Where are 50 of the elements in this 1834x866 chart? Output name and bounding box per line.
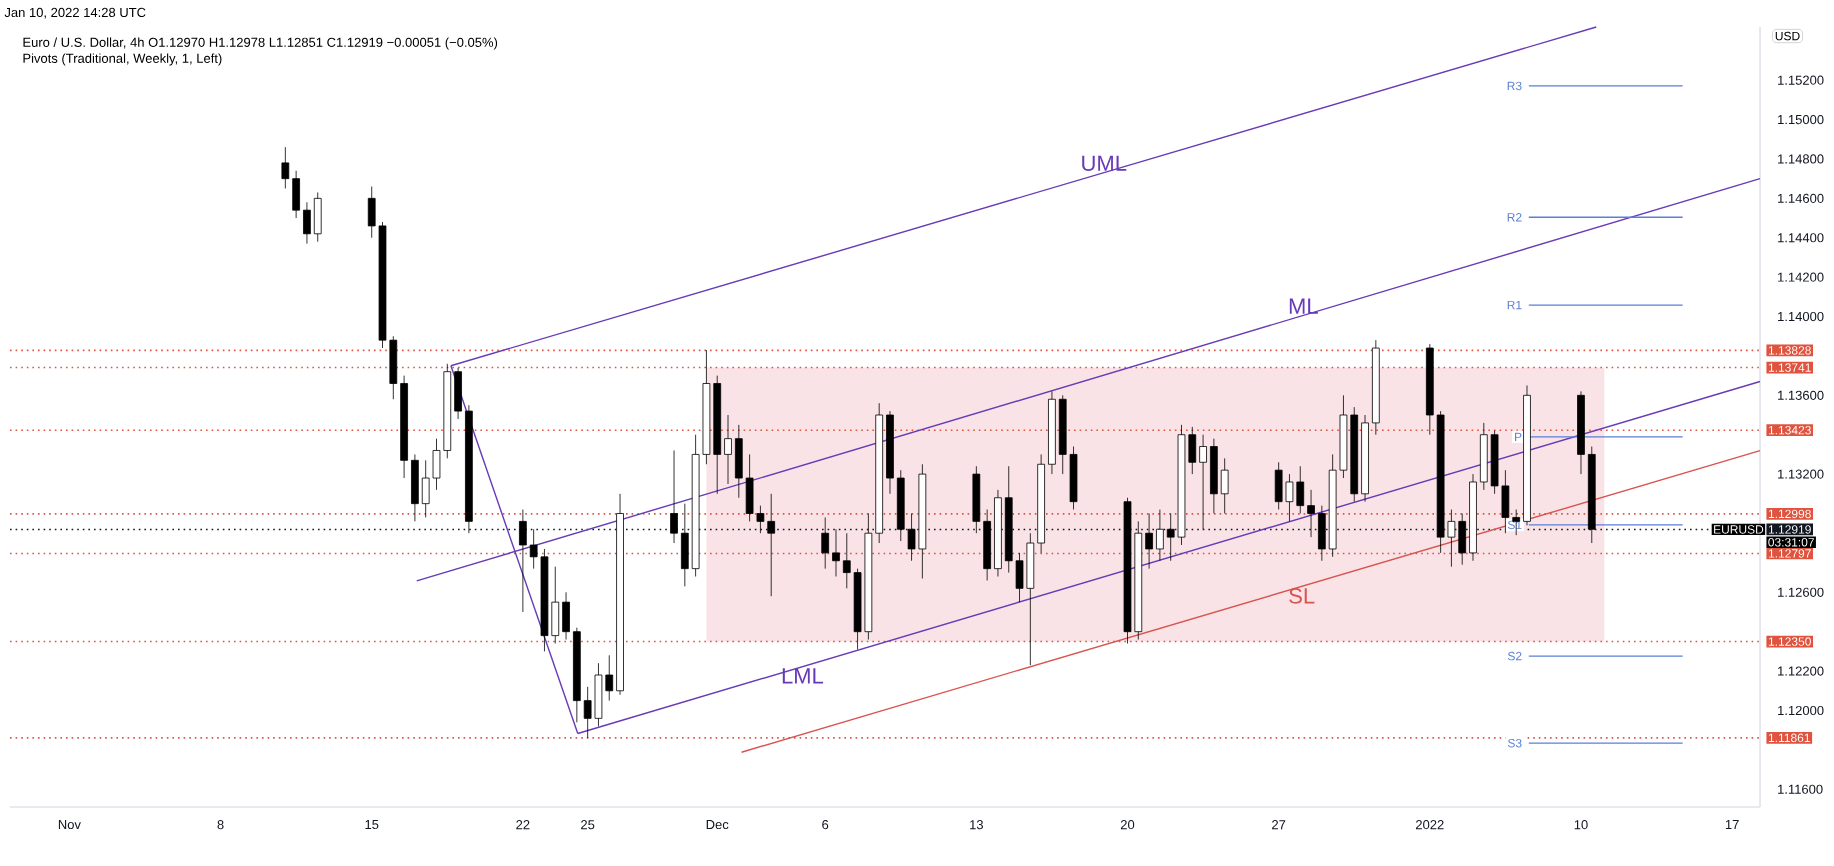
y-tick-label: 1.14600 — [1778, 193, 1824, 203]
y-tick-label: 1.12200 — [1778, 666, 1824, 676]
ref-line-label: 1.13828 — [1768, 346, 1811, 355]
series-label: UML — [1082, 155, 1127, 171]
y-tick-label: 1.14200 — [1778, 272, 1824, 282]
ref-line-label: 1.12919 — [1768, 525, 1811, 534]
ref-line-label: 1.11861 — [1768, 733, 1810, 743]
x-tick-label: 15 — [365, 820, 379, 830]
series-label: S3 — [1507, 738, 1522, 748]
x-tick-label: 17 — [1725, 820, 1739, 829]
series-label: S2 — [1507, 651, 1522, 661]
series-label: SL — [1289, 588, 1315, 604]
x-tick-label: 22 — [516, 820, 530, 830]
x-tick-label: 13 — [970, 820, 983, 830]
series-label: P — [1515, 432, 1522, 442]
ref-line-label: 1.13423 — [1768, 425, 1811, 435]
series-label: R3 — [1507, 81, 1522, 91]
x-tick-label: Dec — [706, 820, 729, 830]
x-tick-label: 2022 — [1416, 820, 1444, 830]
ref-line-label: 1.12350 — [1768, 637, 1811, 646]
y-tick-label: 1.14800 — [1778, 154, 1824, 164]
text: 03:31:07 — [1768, 538, 1814, 547]
series-label: R2 — [1507, 213, 1522, 222]
y-tick-label: 1.12600 — [1778, 587, 1824, 597]
ref-line-label: 1.12998 — [1768, 509, 1811, 519]
x-tick-label: 10 — [1574, 820, 1588, 830]
y-tick-label: 1.15200 — [1778, 75, 1824, 85]
y-tick-label: 1.12000 — [1778, 705, 1824, 716]
text: Pivots (Traditional, Weekly, 1, Left) — [23, 53, 222, 66]
x-tick-label: 8 — [217, 820, 224, 830]
x-tick-label: 6 — [822, 820, 829, 830]
y-tick-label: 1.13600 — [1778, 390, 1824, 400]
ref-line-label: 1.12797 — [1768, 549, 1811, 558]
x-tick-label: Nov — [58, 820, 81, 830]
text: Euro / U.S. Dollar, 4h O1.12970 H1.12978 L1.12851 C1.12919 −0.00051 (−0.05%) — [23, 37, 498, 50]
x-tick-label: 20 — [1120, 820, 1135, 830]
y-tick-label: 1.11600 — [1778, 784, 1823, 794]
series-label: ML — [1289, 298, 1318, 314]
x-tick-label: 27 — [1272, 820, 1286, 830]
y-tick-label: 1.13200 — [1778, 469, 1824, 479]
series-label: R1 — [1507, 300, 1522, 310]
x-tick-label: 25 — [581, 820, 595, 830]
y-tick-label: 1.15000 — [1778, 114, 1824, 125]
ref-line-label: 1.13741 — [1768, 363, 1811, 372]
y-tick-label: 1.14000 — [1778, 311, 1824, 322]
y-axis-title: USD — [1775, 31, 1800, 41]
series-label: LML — [782, 668, 824, 684]
y-tick-label: 1.14400 — [1778, 233, 1824, 243]
annotation: EURUSD — [1714, 525, 1764, 534]
text: Jan 10, 2022 14:28 UTC — [4, 7, 146, 19]
